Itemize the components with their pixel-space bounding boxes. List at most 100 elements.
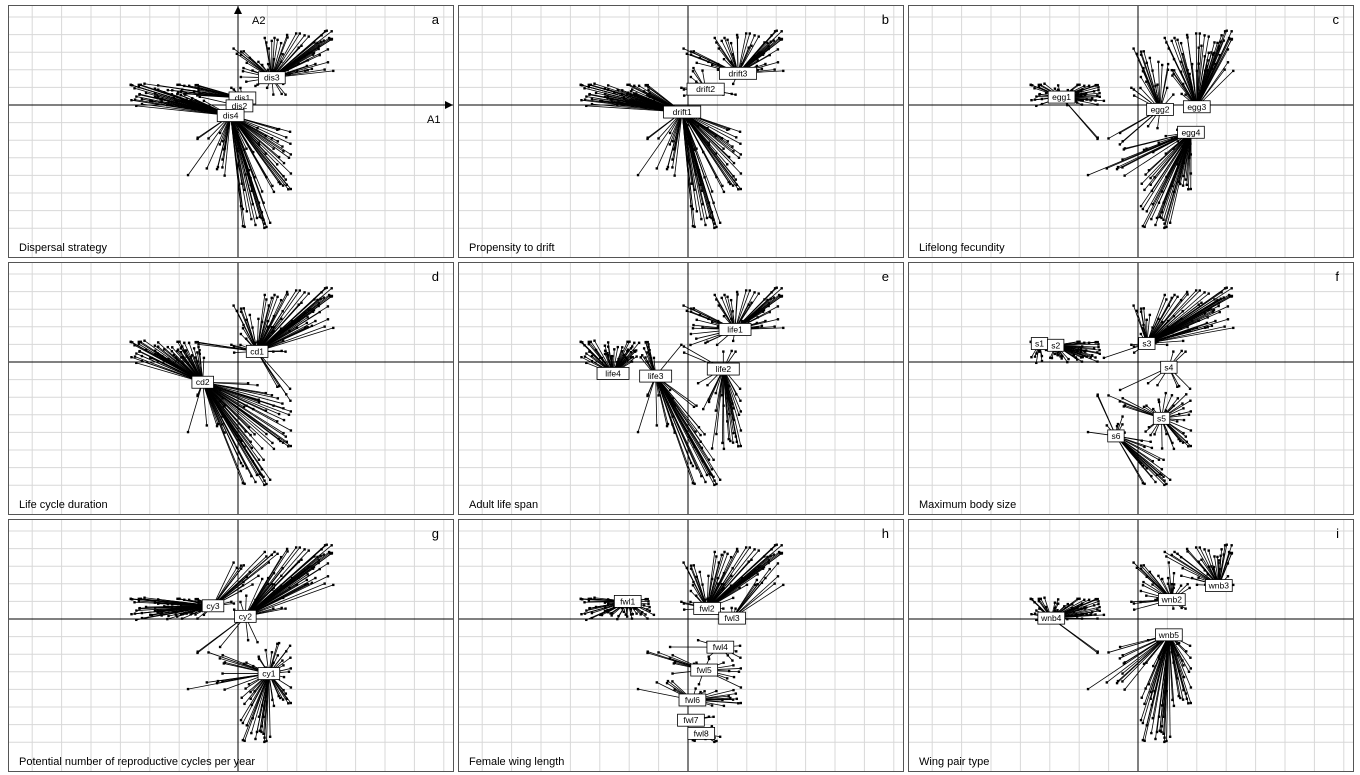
site-point	[695, 661, 698, 664]
site-point	[731, 82, 735, 86]
site-point	[1139, 75, 1143, 79]
site-point	[630, 88, 634, 91]
site-point	[616, 103, 619, 107]
site-point	[1223, 325, 1226, 328]
site-point	[1096, 137, 1099, 141]
category-label-text: dis1	[235, 93, 251, 103]
site-point	[1121, 423, 1124, 426]
star-line	[256, 305, 270, 352]
site-point	[715, 298, 718, 301]
site-point	[1059, 355, 1062, 358]
site-point	[713, 740, 716, 744]
site-point	[702, 407, 705, 411]
category-label-text: fwl5	[697, 665, 712, 675]
site-point	[606, 345, 610, 348]
category-label-drift3: drift3	[718, 66, 757, 80]
site-point	[1142, 405, 1146, 409]
site-point	[587, 597, 590, 601]
site-point	[631, 98, 634, 102]
site-point	[310, 67, 314, 71]
site-point	[298, 32, 301, 35]
site-point	[1074, 613, 1078, 616]
star-line	[256, 296, 278, 352]
site-point	[153, 95, 157, 99]
category-label-egg2: egg2	[1146, 103, 1174, 116]
site-point	[646, 351, 649, 354]
site-point	[1031, 84, 1034, 87]
site-point	[1080, 99, 1083, 102]
site-point	[1176, 140, 1180, 143]
site-point	[606, 94, 609, 98]
site-point	[1121, 672, 1124, 675]
site-point	[270, 651, 274, 654]
site-point	[648, 95, 651, 99]
site-point	[276, 163, 279, 166]
site-point	[304, 69, 307, 72]
site-point	[1163, 740, 1166, 744]
site-point	[782, 326, 785, 330]
site-point	[159, 612, 162, 615]
site-point	[256, 640, 259, 644]
site-point	[1076, 348, 1080, 351]
site-point	[1176, 654, 1180, 657]
site-point	[680, 343, 683, 347]
site-point	[722, 661, 725, 664]
site-point	[770, 291, 773, 294]
star-line	[242, 673, 270, 724]
site-point	[310, 51, 313, 54]
site-point	[185, 98, 188, 101]
site-point	[668, 645, 672, 649]
site-point	[1232, 69, 1235, 73]
site-point	[319, 40, 322, 43]
site-point	[1070, 350, 1074, 353]
site-point	[1189, 399, 1192, 402]
category-label-box	[1177, 125, 1205, 139]
site-point	[1194, 289, 1198, 292]
site-point	[197, 86, 200, 89]
site-point	[163, 348, 166, 351]
site-point	[288, 586, 291, 590]
site-point	[153, 609, 157, 613]
site-point	[196, 137, 199, 141]
site-point	[1097, 343, 1100, 346]
site-point	[1157, 60, 1160, 64]
site-point	[1141, 721, 1145, 725]
site-point	[191, 354, 194, 357]
site-point	[138, 93, 141, 96]
site-point	[764, 319, 767, 323]
star-line	[706, 547, 751, 609]
site-point	[1177, 694, 1180, 698]
site-point	[135, 352, 138, 355]
site-point	[167, 100, 170, 104]
site-point	[1230, 30, 1233, 33]
site-point	[648, 605, 651, 609]
site-point	[1217, 561, 1220, 565]
site-point	[1132, 88, 1136, 91]
site-point	[732, 664, 735, 667]
site-point	[692, 148, 696, 152]
site-point	[1189, 153, 1193, 156]
site-point	[689, 50, 693, 53]
site-point	[139, 597, 143, 600]
site-point	[260, 730, 263, 734]
site-point	[587, 599, 591, 603]
site-point	[143, 339, 146, 342]
site-point	[159, 98, 162, 101]
site-point	[673, 688, 676, 691]
star-line	[1146, 326, 1225, 344]
star-line	[240, 311, 258, 352]
site-point	[734, 607, 737, 610]
site-point	[657, 651, 660, 654]
site-point	[133, 344, 136, 347]
site-point	[735, 697, 739, 701]
site-point	[239, 307, 243, 310]
site-point	[756, 325, 759, 329]
star-line	[722, 368, 737, 437]
site-point	[1098, 91, 1101, 95]
site-point	[712, 715, 715, 719]
site-point	[260, 577, 264, 581]
site-point	[1044, 91, 1048, 95]
site-point	[1063, 605, 1066, 608]
site-point	[202, 613, 206, 617]
